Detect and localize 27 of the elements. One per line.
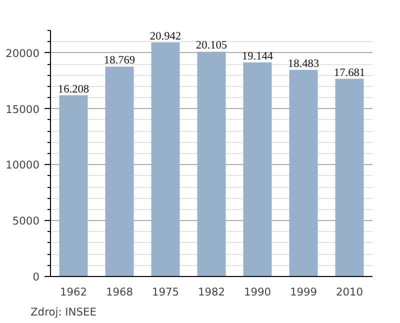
y-tick-label: 5000 [12, 214, 40, 228]
y-tick-label: 0 [32, 270, 40, 284]
x-tick-label: 1982 [198, 286, 226, 298]
bar [335, 78, 364, 276]
bar [151, 42, 180, 276]
x-tick-label: 1999 [290, 286, 318, 298]
y-tick-label: 15000 [6, 102, 40, 116]
y-tick-label: 20000 [6, 46, 40, 60]
data-label: 20.105 [196, 40, 228, 52]
bar [289, 70, 318, 276]
bar [243, 62, 272, 276]
x-tick-label: 1968 [106, 286, 134, 298]
data-label: 18.483 [288, 58, 320, 70]
x-tick-label: 1975 [152, 286, 180, 298]
x-tick-label: 1990 [244, 286, 272, 298]
bar [197, 52, 226, 276]
text: Zdroj: INSEE [30, 306, 97, 318]
bar [105, 66, 134, 276]
data-label: 20.942 [150, 30, 182, 42]
bar [59, 95, 88, 276]
data-label: 16.208 [58, 83, 90, 96]
x-tick-label: 2010 [336, 286, 364, 298]
data-label: 19.144 [242, 50, 274, 62]
data-label: 18.769 [104, 54, 136, 67]
y-tick-label: 10000 [6, 158, 40, 172]
x-tick-label: 1962 [60, 286, 88, 298]
data-label: 17.681 [334, 66, 366, 79]
